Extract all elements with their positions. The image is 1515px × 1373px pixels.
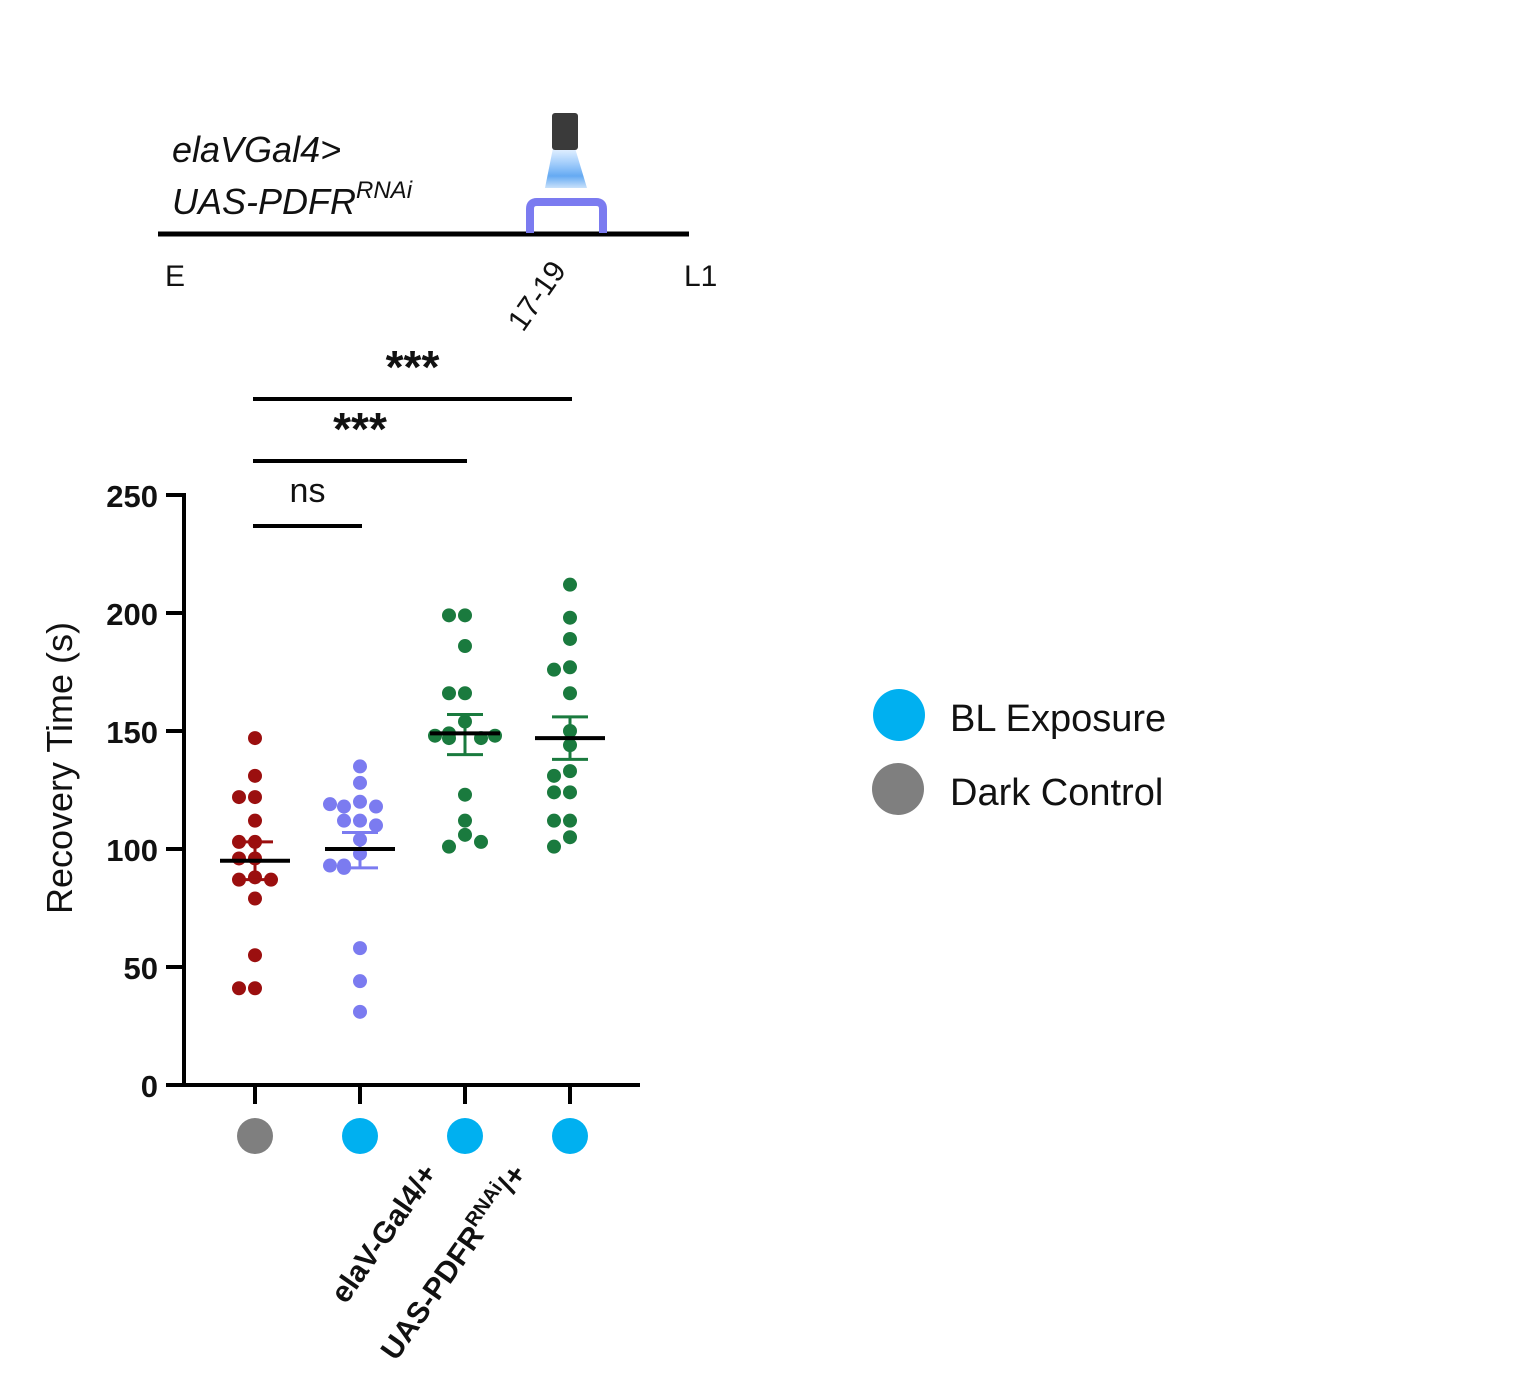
data-point <box>353 794 367 809</box>
data-point <box>547 813 561 828</box>
data-point <box>353 1004 367 1019</box>
data-point <box>474 834 488 849</box>
group-1 <box>323 759 395 1019</box>
x-condition-dot <box>342 1118 378 1154</box>
x-condition-dot <box>447 1118 483 1154</box>
data-point <box>323 858 337 873</box>
data-point <box>353 813 367 828</box>
significance-brackets: ns****** <box>253 341 572 528</box>
data-point <box>563 631 577 646</box>
data-point <box>563 660 577 675</box>
data-point <box>232 981 246 996</box>
data-point <box>369 818 383 833</box>
data-point <box>563 813 577 828</box>
data-point <box>337 813 351 828</box>
y-axis-label: Recovery Time (s) <box>39 622 80 914</box>
data-point <box>353 759 367 774</box>
data-point <box>353 775 367 790</box>
data-point <box>248 768 262 783</box>
data-point <box>563 686 577 701</box>
group-3 <box>535 577 605 854</box>
data-point <box>458 686 472 701</box>
genotype-line-2: UAS-PDFRRNAi <box>172 177 413 222</box>
y-tick-label: 100 <box>106 833 158 868</box>
data-point <box>232 851 246 866</box>
data-point <box>323 797 337 812</box>
data-point <box>458 608 472 623</box>
x-condition-dot <box>552 1118 588 1154</box>
significance-label: *** <box>333 403 387 455</box>
legend-swatch-dark-control <box>872 763 924 815</box>
data-point <box>248 948 262 963</box>
data-point <box>248 813 262 828</box>
legend-label-dark-control: Dark Control <box>950 772 1163 814</box>
y-tick-label: 50 <box>124 951 158 986</box>
data-point <box>248 981 262 996</box>
legend: BL Exposure Dark Control <box>872 689 1166 815</box>
timeline-start-label: E <box>165 260 185 293</box>
data-point <box>232 790 246 805</box>
data-point <box>547 785 561 800</box>
data-point <box>353 941 367 956</box>
data-point <box>442 686 456 701</box>
data-point <box>488 728 502 743</box>
legend-swatch-bl-exposure <box>873 689 925 741</box>
data-point <box>458 827 472 842</box>
data-point <box>248 891 262 906</box>
data-point <box>428 728 442 743</box>
data-point <box>547 839 561 854</box>
data-point <box>458 787 472 802</box>
significance-label: *** <box>386 341 440 393</box>
genotype-superscript: RNAi <box>356 177 413 204</box>
light-window-bracket <box>526 198 607 233</box>
significance-label: ns <box>290 472 326 510</box>
data-point <box>458 813 472 828</box>
genotype-line-1: elaVGal4> <box>172 129 341 170</box>
data-point <box>563 610 577 625</box>
group-0 <box>220 731 290 996</box>
y-axis-ticks: 0 50 100 150 200 250 <box>106 479 184 1104</box>
legend-label-bl-exposure: BL Exposure <box>950 698 1166 740</box>
x-condition-dot <box>237 1118 273 1154</box>
y-tick-label: 200 <box>106 597 158 632</box>
data-point <box>563 785 577 800</box>
data-point <box>353 974 367 989</box>
data-groups <box>220 577 605 1019</box>
data-point <box>547 662 561 677</box>
data-point <box>248 731 262 746</box>
data-point <box>547 768 561 783</box>
data-point <box>442 839 456 854</box>
data-point <box>337 799 351 814</box>
lamp-icon <box>545 113 587 188</box>
y-tick-label: 0 <box>141 1069 158 1104</box>
data-point <box>458 639 472 654</box>
data-point <box>563 830 577 845</box>
light-window-label: 17-19 <box>502 255 573 337</box>
x-axis-markers <box>237 1086 588 1154</box>
data-point <box>369 799 383 814</box>
data-point <box>563 764 577 779</box>
group-2 <box>428 608 502 854</box>
data-point <box>563 577 577 592</box>
data-point <box>248 790 262 805</box>
experiment-schematic: elaVGal4> UAS-PDFRRNAi E L1 17-19 <box>158 113 717 337</box>
data-point <box>442 608 456 623</box>
y-tick-label: 250 <box>106 479 158 514</box>
timeline-end-label: L1 <box>684 260 717 293</box>
y-tick-label: 150 <box>106 715 158 750</box>
